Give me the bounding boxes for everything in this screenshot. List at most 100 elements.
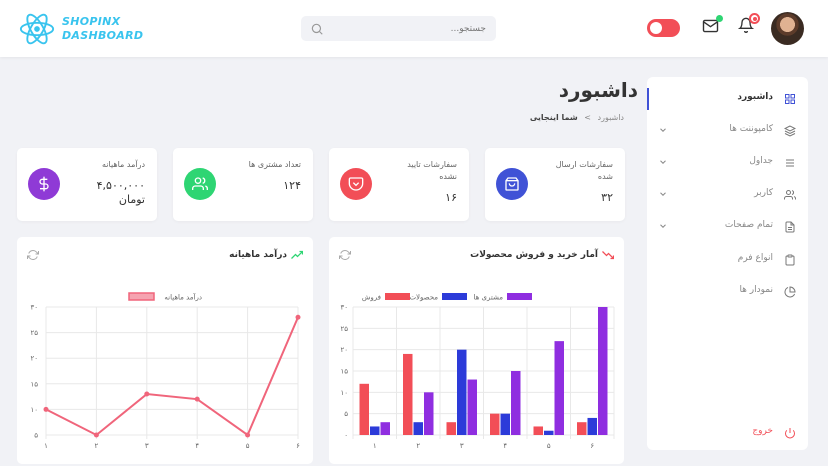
x-tick-label: ۳	[145, 442, 149, 450]
x-tick-label: ۱	[373, 442, 377, 450]
series-line	[45, 316, 299, 437]
chevron-down-icon[interactable]	[658, 125, 668, 135]
refresh-icon[interactable]	[27, 249, 39, 261]
bar[interactable]	[370, 426, 380, 435]
dollar-icon	[39, 176, 49, 192]
search-icon[interactable]	[310, 22, 324, 36]
chevron-down-icon[interactable]	[658, 221, 668, 231]
y-tick-label: ۰	[344, 432, 348, 440]
messages-button[interactable]	[702, 15, 723, 36]
bar[interactable]	[380, 422, 391, 435]
bar[interactable]	[598, 307, 608, 435]
legend-swatch	[442, 293, 467, 300]
bar[interactable]	[490, 413, 500, 435]
stat-title: سفارشات ارسال شده	[555, 160, 613, 181]
sidebar-item[interactable]: نمودار ها	[647, 281, 808, 303]
y-tick-label: ۲۵	[340, 325, 348, 333]
bar[interactable]	[446, 422, 457, 435]
stat-value: ۴,۵۰۰,۰۰۰	[96, 179, 145, 192]
brand-line-2: DASHBOARD	[62, 29, 144, 42]
clipboard-icon	[785, 254, 795, 266]
theme-toggle[interactable]	[647, 19, 680, 37]
x-tick-label: ۲	[95, 442, 99, 450]
mail-status-dot	[716, 15, 723, 22]
bar[interactable]	[511, 371, 521, 435]
bar[interactable]	[577, 422, 587, 435]
breadcrumb-root[interactable]: داشبورد	[597, 113, 624, 122]
file-icon	[785, 221, 795, 233]
sidebar-item-label: داشبورد	[737, 92, 773, 102]
bar[interactable]	[403, 353, 413, 435]
sidebar-item[interactable]: داشبورد	[647, 88, 808, 110]
legend-swatch	[507, 293, 532, 300]
legend-label: درآمد ماهیانه	[164, 293, 202, 302]
sidebar-item[interactable]: انواع فرم	[647, 249, 808, 271]
legend-label: مشتری ها	[474, 294, 504, 302]
bar[interactable]	[359, 383, 370, 435]
data-point[interactable]	[93, 432, 99, 438]
sidebar-item[interactable]: کامپوننت ها	[647, 120, 808, 142]
bell-icon	[737, 17, 755, 33]
bar-chart: ۰ ۵ ۱۰ ۱۵ ۲۰ ۲۵ ۳۰ ۱ ۲ ۳ ۴ ۵ ۶ فروش محصولات مشتری ها	[340, 293, 615, 450]
stat-value: ۳۲	[601, 191, 613, 204]
chevron-down-icon[interactable]	[658, 189, 668, 199]
users-icon	[784, 190, 796, 200]
line-chart: ۵ ۱۰ ۱۵ ۲۰ ۲۵ ۳۰ ۱ ۲ ۳ ۴ ۵ ۶ درآمد ماهیانه	[30, 292, 301, 450]
bar-chart-panel: آمار خرید و فروش محصولات ۰ ۵ ۱۰ ۱۵ ۲۰ ۲۵ ۳۰ ۱ ۲ ۳…	[329, 237, 624, 464]
stat-icon-bg	[184, 168, 216, 200]
x-tick-label: ۴	[195, 442, 199, 450]
stat-card-shipped: سفارشات ارسال شده ۳۲	[485, 148, 625, 221]
y-tick-label: ۲۰	[340, 346, 348, 354]
bar[interactable]	[500, 413, 511, 435]
user-avatar[interactable]	[771, 12, 804, 45]
search-input[interactable]	[336, 20, 486, 37]
bag-icon	[505, 177, 519, 191]
data-point[interactable]	[245, 432, 251, 438]
line-chart-title: درآمد ماهیانه	[229, 250, 287, 260]
brand-logo[interactable]: SHOPINX DASHBOARD	[18, 10, 143, 48]
notifications-button[interactable]	[737, 13, 760, 37]
bar[interactable]	[424, 392, 434, 435]
pie-chart-icon	[784, 286, 796, 298]
bar[interactable]	[413, 422, 424, 435]
y-tick-label: ۵	[34, 432, 38, 440]
breadcrumb-separator: >	[584, 113, 591, 122]
sidebar-item-label: انواع فرم	[737, 253, 773, 263]
data-point[interactable]	[295, 314, 301, 320]
sidebar-item[interactable]: جداول	[647, 152, 808, 174]
trending-down-icon	[602, 251, 614, 260]
refresh-icon[interactable]	[339, 249, 351, 261]
top-bar: SHOPINX DASHBOARD	[0, 0, 828, 57]
y-tick-label: ۳۰	[30, 304, 38, 312]
sidebar-item[interactable]: تمام صفحات	[647, 216, 808, 238]
data-point[interactable]	[43, 406, 49, 412]
chevron-down-icon[interactable]	[658, 157, 668, 167]
x-tick-label: ۶	[590, 442, 594, 450]
notification-dot	[749, 13, 760, 24]
bar[interactable]	[467, 379, 478, 435]
data-point[interactable]	[144, 391, 150, 397]
trending-up-icon	[291, 250, 303, 259]
bar[interactable]	[533, 426, 544, 435]
sidebar-item[interactable]: کاربر	[647, 184, 808, 206]
data-point[interactable]	[194, 396, 200, 402]
bar[interactable]	[554, 341, 565, 435]
legend-swatch	[128, 292, 155, 301]
stat-title: سفارشات تایید نشده	[407, 160, 457, 181]
stat-card-revenue: درآمد ماهیانه ۴,۵۰۰,۰۰۰ تومان	[17, 148, 157, 221]
breadcrumb: داشبورد > شما اینجایی	[530, 113, 624, 122]
sidebar-item-label: کاربر	[754, 188, 773, 198]
bar[interactable]	[587, 417, 598, 435]
x-tick-label: ۱	[44, 442, 48, 450]
y-tick-label: ۵	[344, 410, 348, 418]
page-title: داشبورد	[558, 78, 638, 102]
search-box	[301, 16, 496, 41]
bar[interactable]	[544, 430, 554, 435]
y-tick-label: ۱۰	[340, 389, 348, 397]
y-tick-label: ۲۰	[30, 355, 38, 363]
bar[interactable]	[457, 349, 467, 435]
react-logo-icon	[19, 13, 55, 45]
logout-button[interactable]: خروج	[647, 422, 808, 444]
logout-label: خروج	[752, 426, 773, 436]
mail-icon	[702, 19, 719, 33]
